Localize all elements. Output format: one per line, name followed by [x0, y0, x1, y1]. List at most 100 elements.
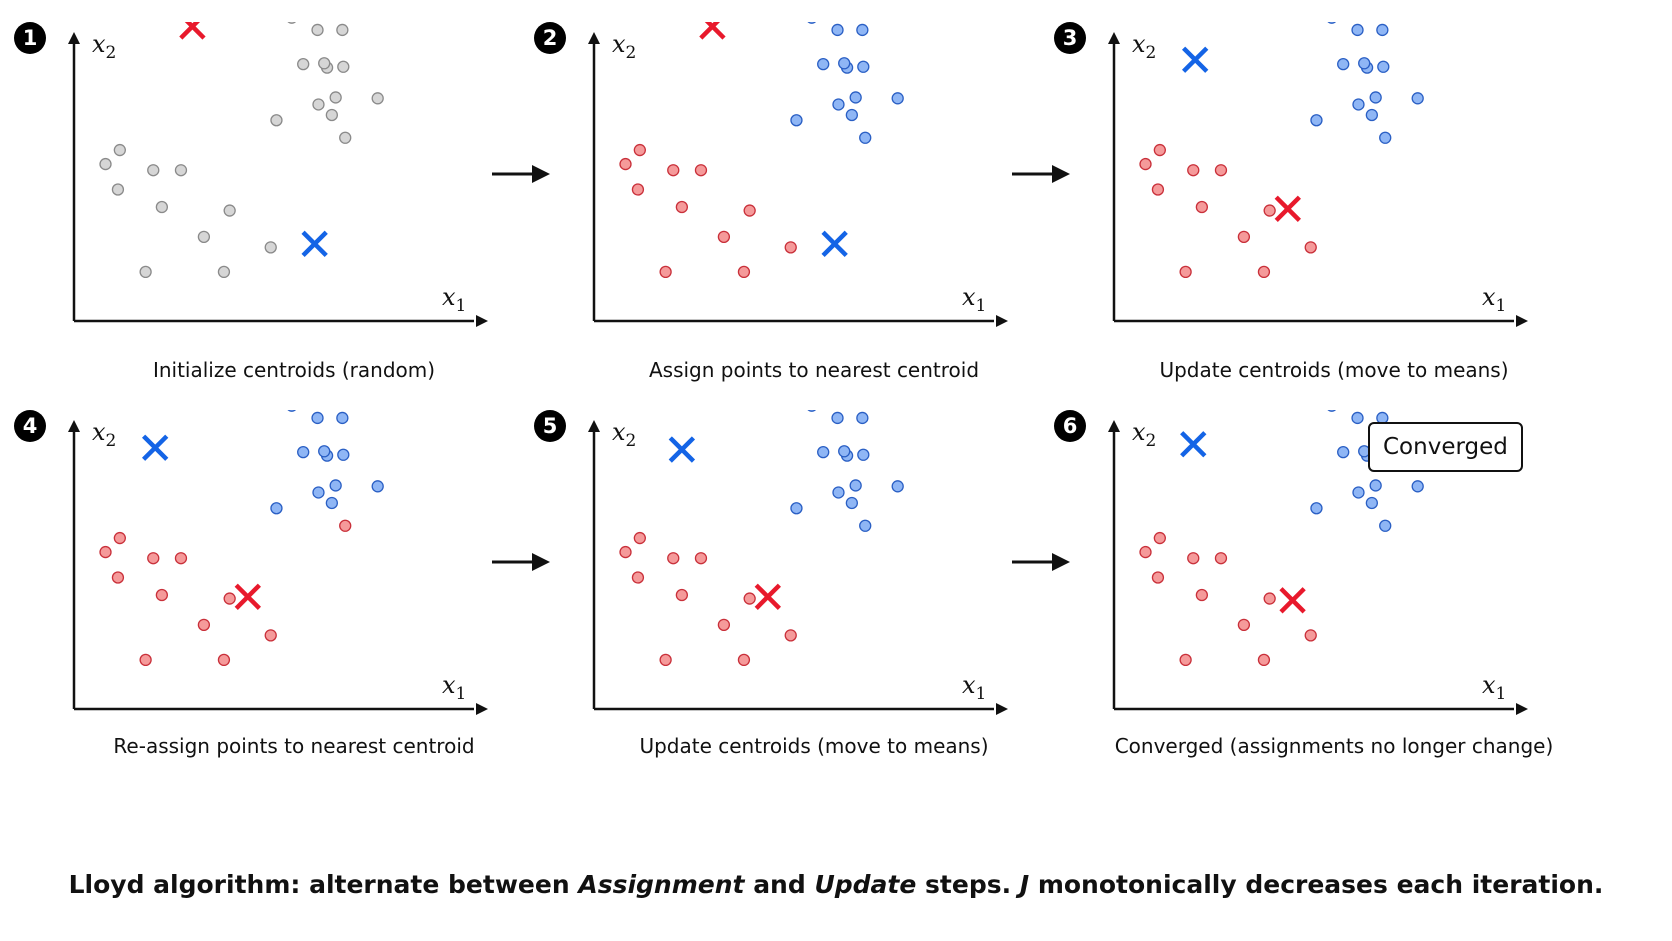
data-point-cluster-b [1379, 519, 1392, 532]
data-point-cluster-a [217, 653, 231, 667]
data-point-cluster-a [223, 592, 236, 605]
data-point-cluster-b [1369, 479, 1382, 492]
footer-emphasis: Assignment [578, 870, 745, 899]
data-point-cluster-b [817, 57, 830, 71]
data-point-cluster-b [807, 410, 817, 412]
centroid-red-marker [699, 22, 726, 40]
data-point-cluster-b [1376, 23, 1389, 37]
data-point-cluster-a [139, 265, 152, 279]
data-point-cluster-a [631, 571, 645, 584]
data-point-cluster-a [675, 588, 689, 602]
data-point-cluster-b [1365, 496, 1379, 510]
data-point-cluster-a [113, 531, 126, 545]
data-point-cluster-b [859, 131, 872, 144]
data-point-cluster-b [845, 108, 859, 122]
scatter-plot: x2 x1 [68, 22, 488, 327]
data-point-cluster-b [325, 496, 339, 510]
data-point-cluster-b [312, 98, 325, 111]
panel-caption: Converged (assignments no longer change) [1114, 734, 1554, 758]
data-point-cluster-b [838, 57, 851, 70]
panel-caption: Initialize centroids (random) [152, 358, 436, 382]
data-point-cluster-a [619, 545, 632, 559]
data-point-cluster-a [717, 230, 731, 243]
axes [68, 420, 488, 715]
data-point-cluster-a [619, 157, 632, 171]
data-point-cluster-a [717, 618, 731, 631]
data-point-cluster-b [832, 98, 845, 111]
data-point-cluster-a [147, 552, 160, 565]
data-point-cluster-a [1151, 183, 1165, 196]
data-point-cluster-b [336, 23, 349, 37]
data-point-cluster-a [155, 588, 169, 602]
axes [588, 32, 1008, 327]
data-point-cluster-a [1153, 143, 1166, 157]
scatter-plot: x2 x1 [1108, 22, 1528, 327]
data-point-cluster-a [264, 629, 277, 642]
data-point-cluster-b [287, 22, 297, 24]
data-point-cluster-b [838, 445, 851, 458]
panel-step-3: 3 x2 x1 Update centroids (move to means) [1054, 22, 1574, 402]
panel-step-2: 2 x2 x1 Assign points to nearest centroid [534, 22, 1054, 402]
x-axis-label: x1 [1482, 283, 1506, 316]
x-axis-arrowhead [476, 315, 488, 327]
x-axis-label: x1 [442, 671, 466, 704]
y-axis-arrowhead [588, 420, 600, 432]
data-point-cluster-a [197, 230, 211, 243]
data-point-cluster-a [1153, 531, 1166, 545]
data-point-cluster-b [857, 60, 870, 73]
data-point-cluster-b [325, 108, 339, 122]
data-point-cluster-a [667, 164, 680, 177]
data-point-cluster-a [694, 552, 708, 565]
data-point-cluster-b [790, 502, 803, 515]
data-point-cluster-a [675, 200, 689, 214]
y-axis-label: x2 [612, 418, 636, 451]
data-point-cluster-b [270, 114, 283, 127]
data-point-cluster-b [859, 519, 872, 532]
data-point-cluster-a [1195, 200, 1209, 214]
data-point-cluster-a [631, 183, 645, 196]
axes [68, 32, 488, 327]
data-point-cluster-b [297, 57, 310, 71]
x-axis-label: x1 [1482, 671, 1506, 704]
data-point-cluster-b [1377, 60, 1390, 73]
panel-step-4: 4 x2 x1 Re-assign points to nearest centr… [14, 410, 534, 790]
data-point-cluster-a [737, 265, 751, 279]
step-number-badge: 2 [534, 22, 566, 54]
data-point-cluster-a [1139, 157, 1152, 171]
data-point-cluster-b [1337, 445, 1350, 459]
centroid-blue-marker [301, 230, 328, 258]
data-point-cluster-b [831, 23, 844, 37]
data-point-cluster-b [849, 91, 862, 104]
data-point-cluster-a [633, 143, 646, 157]
y-axis-arrowhead [1108, 32, 1120, 44]
data-point-cluster-a [1263, 592, 1276, 605]
data-point-cluster-b [1352, 486, 1365, 499]
data-point-cluster-b [891, 92, 904, 105]
x-axis-arrowhead [1516, 315, 1528, 327]
data-point-cluster-b [1369, 91, 1382, 104]
step-number-badge: 4 [14, 410, 46, 442]
data-point-cluster-a [1139, 545, 1152, 559]
footer-emphasis: J [1019, 870, 1030, 899]
panel-caption: Update centroids (move to means) [639, 734, 989, 758]
centroid-blue-marker [821, 230, 848, 258]
scatter-plot: x2 x1 [588, 22, 1008, 327]
data-point-cluster-b [337, 448, 350, 461]
data-point-cluster-b [1365, 108, 1379, 122]
right-arrow-icon [1012, 165, 1070, 183]
data-point-cluster-b [318, 445, 331, 458]
data-point-cluster-a [694, 164, 708, 177]
data-point-cluster-a [111, 571, 125, 584]
data-point-cluster-a [339, 519, 352, 532]
x-axis-label: x1 [442, 283, 466, 316]
centroid-red-marker [179, 22, 206, 40]
data-point-cluster-a [264, 241, 277, 254]
panel-caption: Update centroids (move to means) [1159, 358, 1509, 382]
data-point-cluster-b [1337, 57, 1350, 71]
x-axis-arrowhead [1516, 703, 1528, 715]
data-point-cluster-a [1237, 230, 1251, 243]
data-point-cluster-b [790, 114, 803, 127]
data-point-cluster-b [371, 480, 384, 493]
footer-text: and [744, 870, 815, 899]
data-point-cluster-a [1195, 588, 1209, 602]
